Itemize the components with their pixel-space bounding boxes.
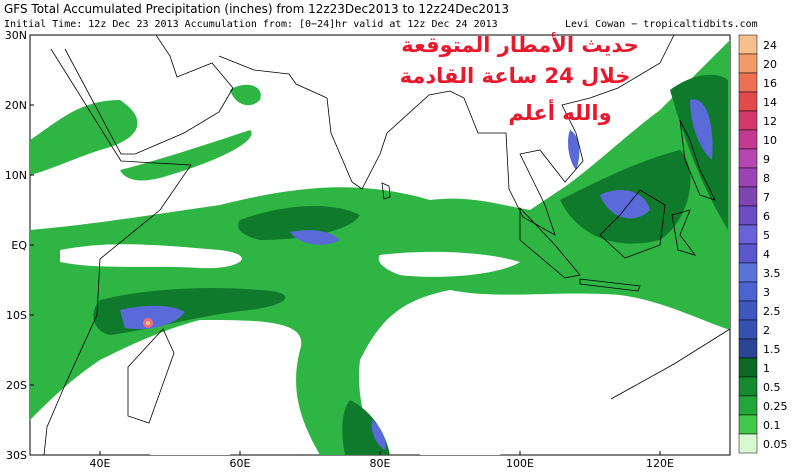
colorbar-label: 4 [763, 248, 770, 261]
coastlines-shape [218, 35, 675, 236]
precipitation-shape [238, 205, 360, 240]
colorbar-cell [738, 357, 758, 378]
annotation: حديث الأمطار المتوقعة خلال 24 ساعة القادم… [400, 31, 639, 125]
annotation-line: خلال 24 ساعة القادمة [400, 64, 631, 88]
colorbar-label: 3 [763, 286, 770, 299]
lon-label: 100E [506, 457, 534, 470]
colorbar-cell [738, 433, 758, 454]
precipitation-shape [690, 99, 713, 160]
colorbar-label: 6 [763, 210, 770, 223]
colorbar-cell [738, 167, 758, 188]
precipitation-shape [371, 420, 386, 450]
colorbar-cell [738, 186, 758, 207]
precipitation-shape [290, 230, 340, 245]
lon-label: 80E [370, 457, 391, 470]
colorbar-cell [738, 148, 758, 169]
colorbar-cell [738, 281, 758, 302]
coastlines-shape [127, 328, 175, 424]
lon-label: 120E [646, 457, 674, 470]
coastlines-shape [381, 182, 391, 200]
colorbar-label: 0.05 [763, 438, 788, 451]
colorbar: 24 20 16 14 12 10 9 8 7 6 5 4 3.5 3 2.5 2 1.5 1 0.5 0.25 0.1… [738, 34, 788, 454]
coastlines [43, 35, 730, 455]
colorbar-label: 7 [763, 191, 770, 204]
colorbar-label: 20 [763, 58, 777, 71]
precipitation-shape [150, 330, 290, 455]
colorbar-cell [738, 72, 758, 93]
colorbar-cell [738, 53, 758, 74]
precipitation-shape [230, 84, 261, 106]
colorbar-label: 8 [763, 172, 770, 185]
colorbar-label: 16 [763, 77, 777, 90]
colorbar-cell [738, 414, 758, 435]
colorbar-label: 0.25 [763, 400, 788, 413]
precipitation-shape [568, 130, 580, 170]
colorbar-label: 10 [763, 134, 777, 147]
subtitle: Initial Time: 12z Dec 23 2013 Accumulati… [4, 19, 498, 30]
precipitation [30, 40, 730, 455]
colorbar-label: 0.1 [763, 419, 781, 432]
colorbar-cell [738, 224, 758, 245]
lat-label: 20N [5, 99, 27, 112]
colorbar-cell [738, 262, 758, 283]
rain-max [146, 321, 150, 325]
colorbar-cell [738, 243, 758, 264]
colorbar-label: 0.5 [763, 381, 781, 394]
coastlines-shape [599, 189, 666, 259]
colorbar-cell [738, 34, 758, 55]
lat-label: EQ [11, 239, 27, 252]
colorbar-cell [738, 110, 758, 131]
colorbar-cell [738, 300, 758, 321]
colorbar-label: 2 [763, 324, 770, 337]
title: GFS Total Accumulated Precipitation (inc… [4, 2, 509, 16]
coastlines-shape [519, 206, 581, 279]
coastlines-shape [679, 119, 716, 201]
lat-label: 10N [5, 169, 27, 182]
colorbar-cell [738, 376, 758, 397]
lat-label: 30N [5, 29, 27, 42]
precipitation-shape [670, 74, 728, 230]
coastlines-shape [579, 278, 641, 292]
lon-label: 40E [90, 457, 111, 470]
colorbar-cell [738, 205, 758, 226]
coastlines-shape [610, 328, 730, 400]
precipitation-shape [410, 300, 524, 455]
colorbar-cell [738, 338, 758, 359]
colorbar-cell [738, 91, 758, 112]
colorbar-label: 24 [763, 39, 777, 52]
precipitation-shape [600, 190, 650, 219]
lon-label: 60E [230, 457, 251, 470]
colorbar-label: 12 [763, 115, 777, 128]
precipitation-shape [30, 40, 730, 455]
precipitation-shape [30, 100, 138, 175]
colorbar-cell [738, 319, 758, 340]
colorbar-cell [738, 395, 758, 416]
coastlines-shape [671, 209, 697, 256]
colorbar-label: 5 [763, 229, 770, 242]
colorbar-label: 9 [763, 153, 770, 166]
coastlines-shape [64, 35, 234, 155]
colorbar-label: 1.5 [763, 343, 781, 356]
lat-label: 10S [6, 309, 27, 322]
annotation-line: والله أعلم [508, 98, 611, 125]
precipitation-shape [120, 130, 252, 181]
colorbar-label: 3.5 [763, 267, 781, 280]
credit: Levi Cowan − tropicaltidbits.com [565, 19, 758, 30]
axis-labels: 30N 20N 10N EQ 10S 20S 30S 40E 60E 80E 100E 120E [5, 29, 674, 470]
precipitation-shape [120, 305, 185, 330]
lat-label: 20S [6, 379, 27, 392]
colorbar-label: 14 [763, 96, 777, 109]
colorbar-label: 1 [763, 362, 770, 375]
annotation-line: حديث الأمطار المتوقعة [401, 31, 639, 57]
colorbar-cell [738, 129, 758, 150]
colorbar-label: 2.5 [763, 305, 781, 318]
precipitation-shape [60, 244, 242, 269]
coastlines-shape [43, 48, 192, 455]
precipitation-shape [378, 251, 520, 277]
lat-label: 30S [6, 449, 27, 462]
